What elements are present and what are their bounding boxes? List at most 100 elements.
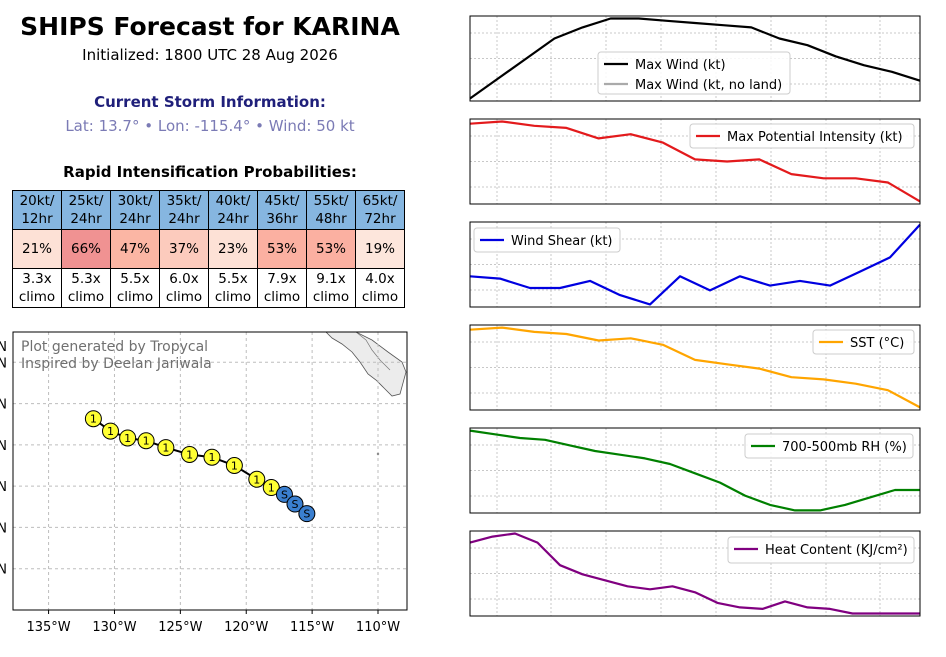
track-point <box>102 422 120 440</box>
ri-header-cell-4: 40kt/24hr <box>208 190 258 230</box>
ri-header-cell-5: 45kt/36hr <box>257 190 307 230</box>
track-point-label: S <box>281 488 288 501</box>
map-lon-label: 125°W <box>158 620 202 635</box>
ri-climo-cell-text: climo <box>165 289 203 305</box>
ri-heading: Rapid Intensification Probabilities: <box>63 163 357 181</box>
track-point-label: 1 <box>107 425 114 438</box>
ri-header-cell-text: 48hr <box>315 211 347 227</box>
legend-label: Max Potential Intensity (kt) <box>727 130 903 145</box>
ri-climo-cell-text: 4.0x <box>365 271 395 287</box>
ri-prob-cell-2: 47% <box>110 229 160 269</box>
track-point <box>225 456 243 474</box>
track-point <box>275 485 293 503</box>
ri-table: 20kt/12hr 25kt/24hr 30kt/24hr 35kt/24hr 40kt… <box>12 190 405 308</box>
track-point <box>248 470 266 488</box>
track-point-label: S <box>303 508 310 521</box>
ri-header-row: 20kt/12hr 25kt/24hr 30kt/24hr 35kt/24hr 40kt… <box>12 190 405 230</box>
ri-header-cell-text: 24hr <box>70 211 102 227</box>
map-lat-label: N <box>0 439 7 454</box>
track-point <box>137 432 155 450</box>
ri-prob-cell-7: 19% <box>355 229 405 269</box>
track-point-label: 1 <box>253 473 260 486</box>
ri-climo-cell-7: 4.0x climo <box>355 268 405 308</box>
ri-header-cell-text: 25kt/ <box>68 193 104 209</box>
ri-climo-row: 3.3x climo 5.3x climo 5.5x climo 6.0x climo 5.5x… <box>12 268 405 308</box>
ri-climo-cell-text: 5.5x <box>120 271 150 287</box>
track-point <box>119 429 137 447</box>
track-point <box>286 495 304 513</box>
map-lon-label: 115°W <box>290 620 334 635</box>
ri-prob-cell-3: 37% <box>159 229 209 269</box>
panel-frame <box>469 427 921 514</box>
map-lat-label: N <box>0 563 7 578</box>
panel-2: Wind Shear (kt) <box>469 221 921 308</box>
track-point-label: 1 <box>90 413 97 426</box>
ri-header-cell-7: 65kt/72hr <box>355 190 405 230</box>
track-point <box>157 439 175 457</box>
map-lon-label: 120°W <box>224 620 268 635</box>
map-frame <box>12 331 408 611</box>
map-lat-label: N <box>0 398 7 413</box>
ri-header-cell-text: 12hr <box>21 211 53 227</box>
panel-3: SST (°C) <box>469 324 921 411</box>
panel-frame <box>469 118 921 205</box>
legend-label: Max Wind (kt) <box>635 58 726 73</box>
map-lon-label: 130°W <box>92 620 136 635</box>
panel-5: Heat Content (KJ/cm²) <box>469 530 921 617</box>
ri-prob-cell-0: 21% <box>12 229 62 269</box>
track-point-label: 1 <box>143 435 150 448</box>
ri-climo-cell-4: 5.5x climo <box>208 268 258 308</box>
ri-header-cell-text: 24hr <box>168 211 200 227</box>
ri-climo-cell-0: 3.3x climo <box>12 268 62 308</box>
ri-prob-cell-4: 23% <box>208 229 258 269</box>
ri-climo-cell-text: climo <box>116 289 154 305</box>
legend-label: Heat Content (KJ/cm²) <box>765 543 908 558</box>
map-lat-label: N <box>0 521 7 536</box>
ri-prob-row: 21% 66% 47% 37% 23% 53% 53% 19% <box>12 229 405 269</box>
current-storm-heading: Current Storm Information: <box>94 93 326 111</box>
ri-header-cell-text: 30kt/ <box>117 193 153 209</box>
panel-4: 700-500mb RH (%) <box>469 427 921 514</box>
ri-climo-cell-text: climo <box>263 289 301 305</box>
track-point-label: 1 <box>186 448 193 461</box>
ri-climo-cell-text: climo <box>312 289 350 305</box>
series-line <box>469 223 921 306</box>
legend-label: 700-500mb RH (%) <box>782 440 907 455</box>
map-lat-label: N <box>0 340 7 355</box>
track-point-label: 1 <box>268 482 275 495</box>
ri-climo-cell-text: climo <box>214 289 252 305</box>
ri-climo-cell-text: 9.1x <box>316 271 346 287</box>
ri-header-cell-text: 35kt/ <box>166 193 202 209</box>
map-background <box>13 332 407 610</box>
legend-box <box>473 227 621 253</box>
legend-box <box>689 123 915 149</box>
ri-header-cell-text: 55kt/ <box>313 193 349 209</box>
ri-climo-cell-text: 6.0x <box>169 271 199 287</box>
ri-header-cell-text: 24hr <box>119 211 151 227</box>
ri-climo-cell-text: 3.3x <box>22 271 52 287</box>
legend-box <box>744 433 914 459</box>
map-lat-label: N <box>0 356 7 371</box>
track-map: 135°W 130°W 125°W 120°W 115°W 110°WNNNNNNNPlo… <box>0 331 408 635</box>
ri-climo-cell-text: climo <box>18 289 56 305</box>
panel-frame <box>469 15 921 102</box>
init-time: Initialized: 1800 UTC 28 Aug 2026 <box>82 46 338 64</box>
panel-1: Max Potential Intensity (kt) <box>469 118 921 205</box>
series-line <box>469 120 921 203</box>
track-point-label: 1 <box>231 459 238 472</box>
panel-frame <box>469 530 921 617</box>
legend-label: Wind Shear (kt) <box>511 234 613 249</box>
panel-frame <box>469 221 921 308</box>
ri-prob-cell-1: 66% <box>61 229 111 269</box>
ri-header-cell-3: 35kt/24hr <box>159 190 209 230</box>
ri-climo-cell-text: climo <box>361 289 399 305</box>
ri-climo-cell-5: 7.9x climo <box>257 268 307 308</box>
track-point-label: 1 <box>124 432 131 445</box>
panel-0: Max Wind (kt) Max Wind (kt, no land) <box>469 15 921 102</box>
ri-header-cell-text: 24hr <box>217 211 249 227</box>
legend-box <box>812 329 915 355</box>
panel-frame <box>469 324 921 411</box>
ri-header-cell-text: 20kt/ <box>19 193 55 209</box>
current-storm-info: Lat: 13.7° • Lon: -115.4° • Wind: 50 kt <box>65 117 355 135</box>
